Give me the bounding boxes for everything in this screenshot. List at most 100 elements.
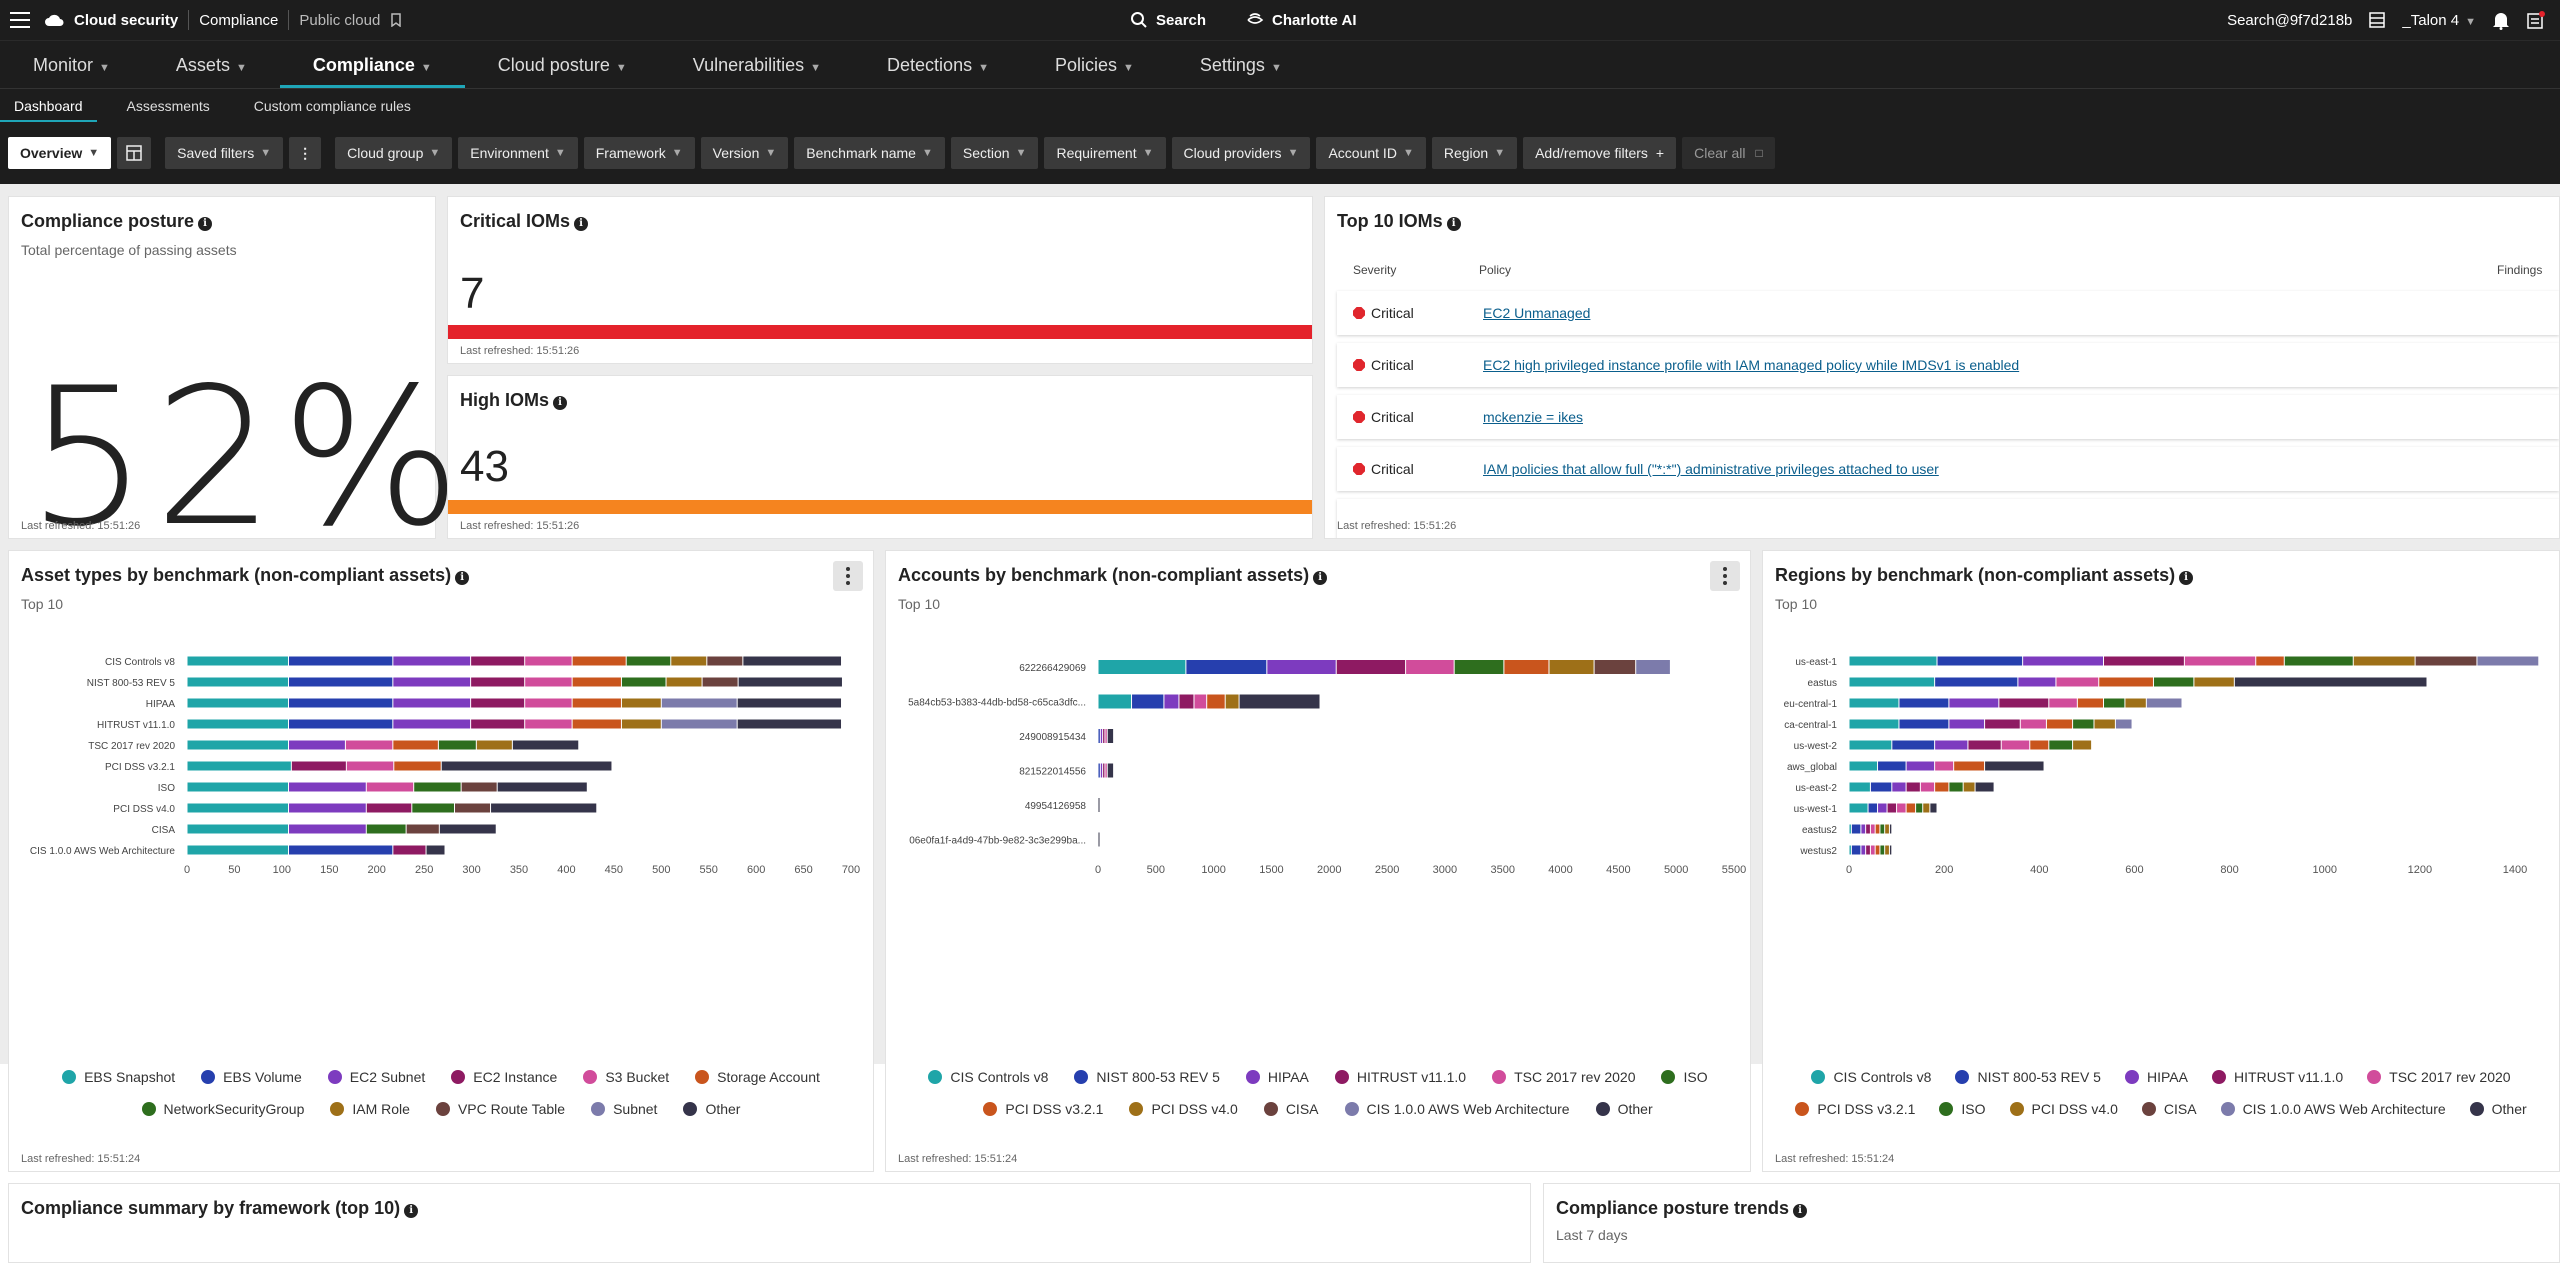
- bar-segment[interactable]: [1897, 803, 1906, 813]
- bar-segment[interactable]: [187, 782, 288, 792]
- legend-item[interactable]: NIST 800-53 REV 5: [1955, 1069, 2101, 1085]
- legend-item[interactable]: Other: [2469, 1101, 2527, 1117]
- info-icon[interactable]: i: [455, 571, 470, 585]
- column-policy[interactable]: Policy: [1479, 263, 1512, 277]
- bar-segment[interactable]: [414, 782, 461, 792]
- bar-segment[interactable]: [2115, 719, 2132, 729]
- bar-segment[interactable]: [1267, 660, 1336, 674]
- bar-segment[interactable]: [1636, 660, 1670, 674]
- legend-item[interactable]: TSC 2017 rev 2020: [1492, 1069, 1635, 1085]
- filter-cloud-providers[interactable]: Cloud providers ▼: [1171, 137, 1311, 169]
- layout-toggle-button[interactable]: [117, 137, 152, 169]
- hamburger-menu-icon[interactable]: [10, 12, 30, 28]
- filter-environment[interactable]: Environment ▼: [458, 137, 578, 169]
- nav-item-compliance[interactable]: Compliance ▼: [279, 55, 465, 88]
- bar-segment[interactable]: [1849, 824, 1851, 834]
- nav-item-policies[interactable]: Policies ▼: [1022, 55, 1167, 88]
- bar-segment[interactable]: [572, 677, 621, 687]
- legend-item[interactable]: CISA: [2141, 1101, 2197, 1117]
- bar-segment[interactable]: [2477, 656, 2539, 666]
- table-row[interactable]: [1337, 499, 2559, 538]
- bar-segment[interactable]: [1098, 660, 1186, 674]
- bar-segment[interactable]: [707, 656, 743, 666]
- bar-segment[interactable]: [497, 782, 587, 792]
- bar-segment[interactable]: [1949, 698, 1999, 708]
- bar-segment[interactable]: [1935, 782, 1949, 792]
- bar-segment[interactable]: [1105, 763, 1107, 778]
- bar-segment[interactable]: [2256, 656, 2284, 666]
- bar-segment[interactable]: [2023, 656, 2104, 666]
- legend-item[interactable]: EC2 Subnet: [327, 1069, 425, 1085]
- bar-segment[interactable]: [187, 719, 288, 729]
- bar-segment[interactable]: [1132, 694, 1164, 709]
- bar-segment[interactable]: [393, 719, 471, 729]
- bar-segment[interactable]: [187, 677, 288, 687]
- bar-segment[interactable]: [1103, 763, 1105, 778]
- user-menu[interactable]: _Talon 4 ▼: [2402, 12, 2476, 29]
- bar-segment[interactable]: [1105, 729, 1107, 743]
- bar-segment[interactable]: [2049, 740, 2073, 750]
- bar-segment[interactable]: [1985, 761, 2044, 771]
- bar-segment[interactable]: [1098, 694, 1132, 709]
- policy-link[interactable]: IAM policies that allow full ("*:*") adm…: [1483, 461, 1939, 477]
- legend-item[interactable]: PCI DSS v4.0: [2009, 1101, 2118, 1117]
- chart-menu-button[interactable]: [1710, 561, 1740, 591]
- filter-benchmark-name[interactable]: Benchmark name ▼: [794, 137, 945, 169]
- bar-segment[interactable]: [2153, 677, 2194, 687]
- bar-segment[interactable]: [1870, 782, 1892, 792]
- tab-custom-compliance-rules[interactable]: Custom compliance rules: [253, 97, 411, 114]
- legend-item[interactable]: PCI DSS v3.2.1: [983, 1101, 1103, 1117]
- bar-segment[interactable]: [738, 677, 842, 687]
- legend-item[interactable]: VPC Route Table: [435, 1101, 565, 1117]
- nav-item-assets[interactable]: Assets ▼: [143, 55, 280, 88]
- bar-segment[interactable]: [1999, 698, 2049, 708]
- bar-segment[interactable]: [1963, 782, 1975, 792]
- bar-segment[interactable]: [412, 803, 454, 813]
- nav-item-settings[interactable]: Settings ▼: [1167, 55, 1315, 88]
- legend-item[interactable]: ISO: [1939, 1101, 1986, 1117]
- bar-segment[interactable]: [1164, 694, 1179, 709]
- bar-segment[interactable]: [1920, 782, 1935, 792]
- bar-segment[interactable]: [572, 719, 621, 729]
- bar-segment[interactable]: [525, 677, 572, 687]
- bar-segment[interactable]: [1923, 803, 1930, 813]
- policy-link[interactable]: EC2 Unmanaged: [1483, 305, 1591, 321]
- bar-segment[interactable]: [288, 845, 393, 855]
- bar-segment[interactable]: [621, 698, 661, 708]
- bar-segment[interactable]: [346, 761, 394, 771]
- charlotte-ai-button[interactable]: Charlotte AI: [1246, 11, 1357, 29]
- info-icon[interactable]: i: [1446, 217, 1461, 231]
- bar-segment[interactable]: [1098, 832, 1100, 847]
- bar-segment[interactable]: [2094, 719, 2115, 729]
- add-remove-filters-button[interactable]: Add/remove filters +: [1523, 137, 1677, 169]
- bar-segment[interactable]: [187, 803, 288, 813]
- bar-segment[interactable]: [2184, 656, 2256, 666]
- more-options-button[interactable]: ⋮: [289, 137, 322, 169]
- legend-item[interactable]: CISA: [1263, 1101, 1319, 1117]
- bar-segment[interactable]: [1949, 782, 1963, 792]
- bar-segment[interactable]: [471, 677, 525, 687]
- overview-select[interactable]: Overview ▼: [8, 137, 112, 169]
- bar-segment[interactable]: [441, 761, 612, 771]
- bar-segment[interactable]: [621, 677, 666, 687]
- bar-segment[interactable]: [1186, 660, 1267, 674]
- bar-segment[interactable]: [2194, 677, 2234, 687]
- bar-segment[interactable]: [737, 719, 842, 729]
- bar-segment[interactable]: [471, 698, 525, 708]
- legend-item[interactable]: ISO: [1661, 1069, 1708, 1085]
- bar-segment[interactable]: [438, 740, 476, 750]
- column-severity[interactable]: Severity: [1353, 263, 1397, 277]
- bar-segment[interactable]: [572, 656, 626, 666]
- info-icon[interactable]: i: [1793, 1204, 1808, 1218]
- policy-link[interactable]: EC2 high privileged instance profile wit…: [1483, 357, 2020, 373]
- bar-segment[interactable]: [491, 803, 597, 813]
- bar-segment[interactable]: [393, 698, 471, 708]
- bar-segment[interactable]: [1892, 740, 1935, 750]
- bar-segment[interactable]: [1100, 729, 1103, 743]
- legend-item[interactable]: CIS 1.0.0 AWS Web Architecture: [2220, 1101, 2446, 1117]
- info-icon[interactable]: i: [2179, 571, 2194, 585]
- bar-segment[interactable]: [1849, 782, 1870, 792]
- bar-segment[interactable]: [1870, 845, 1875, 855]
- bar-segment[interactable]: [2046, 719, 2073, 729]
- bar-segment[interactable]: [661, 719, 737, 729]
